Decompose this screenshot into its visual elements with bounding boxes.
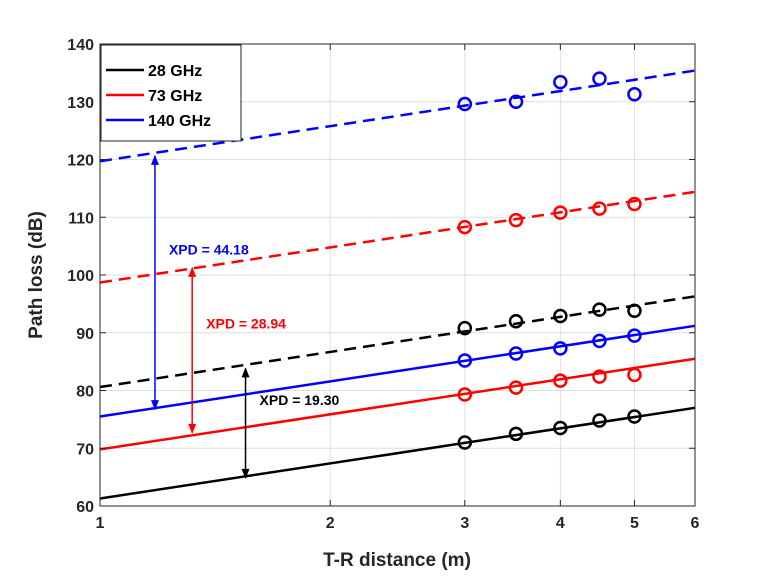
x-pol-point-73-ghz <box>592 201 607 216</box>
y-tick-label: 60 <box>76 499 94 516</box>
xpd-label: XPD = 44.18 <box>169 242 249 258</box>
x-pol-point-28-ghz <box>457 320 473 336</box>
xpd-label: XPD = 19.30 <box>260 392 340 408</box>
co-pol-point-73-ghz <box>553 373 568 388</box>
x-pol-fit-line-28-ghz <box>99 295 696 389</box>
x-tick-label: 5 <box>630 515 639 532</box>
xpd-arrow-head-up <box>241 367 250 378</box>
x-tick-label: 2 <box>326 515 335 532</box>
x-pol-point-28-ghz <box>553 308 568 324</box>
y-tick-label: 140 <box>67 37 94 54</box>
legend-box <box>100 44 242 142</box>
co-pol-fit-line-73-ghz <box>99 357 696 451</box>
x-pol-fit-line-140-ghz <box>99 69 696 163</box>
co-pol-fit-line-28-ghz <box>99 406 696 500</box>
xpd-arrow-head-up <box>188 266 197 277</box>
co-pol-point-28-ghz <box>592 413 607 428</box>
y-tick-label: 130 <box>67 95 94 112</box>
y-tick-label: 120 <box>67 153 94 170</box>
legend-label: 73 GHz <box>148 88 202 105</box>
measurement-markers <box>457 71 642 450</box>
co-pol-point-73-ghz <box>457 387 473 402</box>
y-tick-label: 100 <box>67 268 94 285</box>
x-pol-fit-line-73-ghz <box>99 190 696 284</box>
co-pol-point-73-ghz <box>592 369 607 384</box>
x-tick-label: 1 <box>96 515 105 532</box>
x-pol-point-140-ghz <box>592 71 607 86</box>
grid <box>100 44 695 506</box>
x-pol-point-28-ghz <box>627 303 642 319</box>
x-pol-point-73-ghz <box>457 219 473 235</box>
co-pol-fit-line-140-ghz <box>99 324 696 418</box>
co-pol-point-73-ghz <box>627 367 642 383</box>
xpd-arrow-head-down <box>241 468 250 479</box>
legend: 28 GHz 73 GHz 140 GHz <box>100 44 242 142</box>
y-axis-label: Path loss (dB) <box>26 211 47 339</box>
y-tick-label: 110 <box>68 210 94 227</box>
x-tick-label: 6 <box>691 515 700 532</box>
x-pol-point-140-ghz <box>508 94 524 109</box>
x-pol-point-140-ghz <box>553 74 568 90</box>
co-pol-point-28-ghz <box>553 420 568 436</box>
co-pol-point-28-ghz <box>508 426 524 442</box>
x-pol-point-28-ghz <box>592 302 607 317</box>
co-pol-point-73-ghz <box>508 380 524 395</box>
co-pol-point-140-ghz <box>592 333 607 349</box>
x-pol-point-28-ghz <box>508 313 524 329</box>
xpd-arrow-head-down <box>150 400 159 411</box>
co-pol-point-28-ghz <box>627 409 642 424</box>
y-tick-label: 80 <box>76 384 94 401</box>
x-tick-label: 4 <box>556 515 565 532</box>
x-pol-point-140-ghz <box>457 96 473 112</box>
x-pol-point-73-ghz <box>553 205 568 220</box>
xpd-label: XPD = 28.94 <box>206 315 286 331</box>
fit-lines <box>99 69 696 500</box>
x-axis-label: T-R distance (m) <box>323 550 471 571</box>
co-pol-point-140-ghz <box>457 353 473 368</box>
x-pol-point-73-ghz <box>627 196 642 212</box>
legend-label: 28 GHz <box>148 63 202 80</box>
axis-ticks: 1 2 3 4 5 6 60 70 80 90 100 110 120 130 140 <box>67 37 699 532</box>
legend-label: 140 GHz <box>148 113 211 130</box>
xpd-arrow-head-down <box>188 423 197 434</box>
x-pol-point-73-ghz <box>508 212 524 228</box>
co-pol-point-140-ghz <box>553 341 568 356</box>
x-tick-label: 3 <box>460 515 469 532</box>
y-tick-label: 70 <box>76 441 94 458</box>
xpd-annotations: XPD = 19.30 XPD = 28.94 XPD = 44.18 <box>150 154 340 479</box>
y-tick-label: 90 <box>76 326 94 343</box>
xpd-arrow-head-up <box>150 154 159 165</box>
co-pol-point-140-ghz <box>627 328 642 343</box>
x-pol-point-140-ghz <box>627 86 642 102</box>
co-pol-point-140-ghz <box>508 346 524 361</box>
co-pol-point-28-ghz <box>457 435 473 450</box>
